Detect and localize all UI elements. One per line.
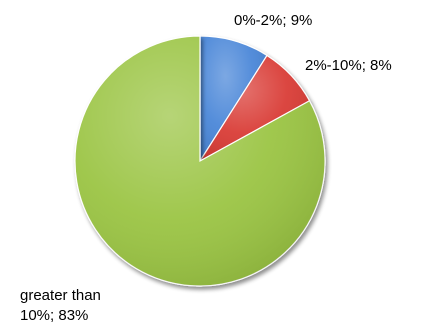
pie-slices bbox=[74, 35, 326, 287]
pie-slice-sheen-0-2 bbox=[200, 36, 267, 161]
pie-label-0-2: 0%-2%; 9% bbox=[234, 12, 312, 29]
pie-label-2-10: 2%-10%; 8% bbox=[305, 57, 392, 74]
pie-label-greater-than-10-line-1: greater than bbox=[20, 287, 101, 304]
pie-label-greater-than-10-line-2: 10%; 83% bbox=[20, 307, 88, 324]
pie-data-labels: 0%-2%; 9% 2%-10%; 8% greater than 10%; 83% bbox=[20, 12, 392, 324]
pie-slice-sheen-greater-than-10 bbox=[75, 36, 326, 287]
pie-slice-sheen-2-10 bbox=[200, 55, 310, 161]
